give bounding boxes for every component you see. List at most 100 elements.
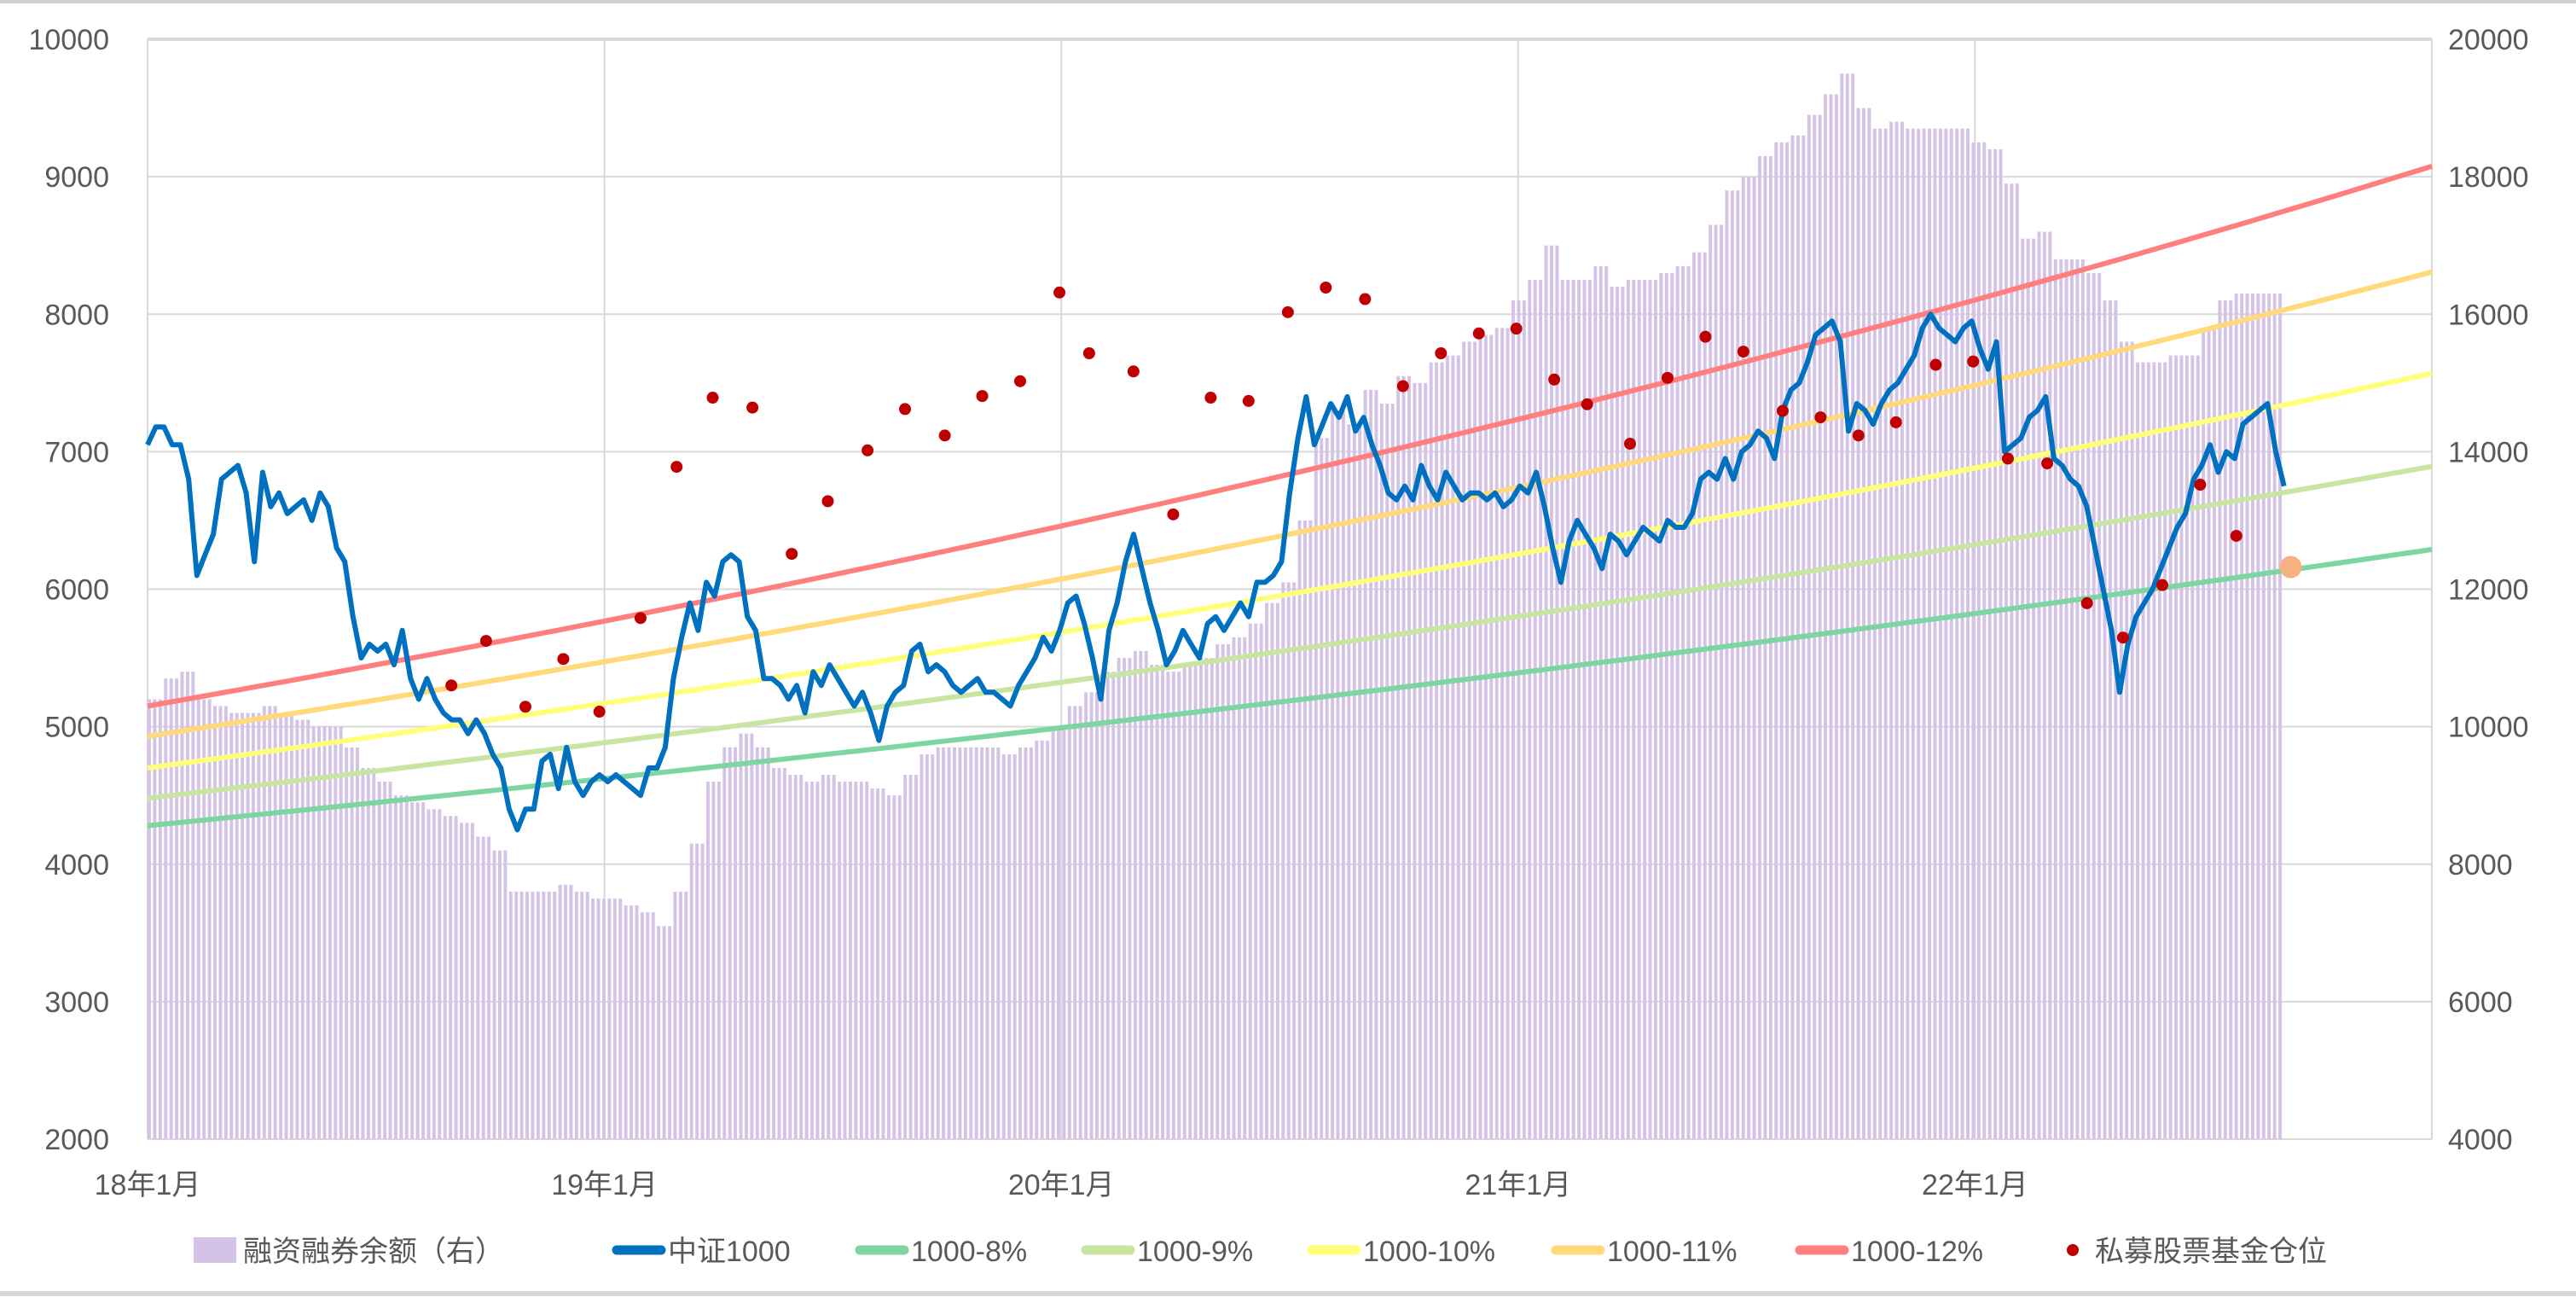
margin-balance-bar	[1248, 623, 1252, 1139]
margin-balance-bar	[443, 816, 447, 1139]
margin-balance-bar	[662, 926, 666, 1139]
y-left-tick-label: 8000	[44, 299, 109, 331]
margin-balance-bar	[2026, 238, 2030, 1140]
y-left-tick-label: 3000	[44, 986, 109, 1019]
fund-position-point	[1082, 347, 1095, 360]
margin-balance-bar	[612, 899, 617, 1139]
margin-balance-bar	[607, 899, 612, 1139]
margin-balance-bar	[229, 712, 234, 1139]
margin-balance-bar	[942, 747, 946, 1139]
margin-balance-bar	[1845, 73, 1849, 1139]
margin-balance-bar	[1703, 252, 1707, 1139]
legend-item: 1000-10%	[1307, 1236, 1495, 1268]
margin-balance-bar	[2114, 300, 2118, 1139]
legend-item: 私募股票基金仓位	[2067, 1236, 2327, 1268]
margin-balance-bar	[2010, 183, 2014, 1139]
margin-balance-bar	[925, 753, 929, 1139]
margin-balance-bar	[1993, 148, 1998, 1139]
margin-balance-bar	[519, 891, 524, 1139]
margin-balance-bar	[1528, 279, 1532, 1139]
margin-balance-bar	[1517, 300, 1521, 1139]
margin-balance-bar	[1007, 753, 1012, 1139]
margin-balance-bar	[1177, 672, 1181, 1139]
margin-balance-bar	[744, 733, 748, 1139]
margin-balance-bar	[1012, 753, 1017, 1139]
trend-line-1000-9pct	[147, 463, 2433, 801]
margin-balance-bar	[1057, 726, 1060, 1139]
margin-balance-bar	[300, 719, 305, 1139]
margin-balance-bar	[2075, 259, 2080, 1139]
legend: 融资融券余额（右） 中证1000 1000-8% 1000-9% 1000-10% 100…	[194, 1236, 2327, 1268]
margin-balance-bar	[1451, 355, 1455, 1139]
margin-balance-bar	[1001, 753, 1006, 1139]
x-tick-label: 20年1月	[1008, 1169, 1115, 1201]
margin-balance-bar	[1555, 245, 1559, 1139]
margin-balance-bar	[1363, 389, 1367, 1139]
margin-balance-bar	[1396, 375, 1401, 1140]
margin-balance-bar	[1686, 265, 1691, 1139]
margin-balance-bar	[1758, 155, 1761, 1139]
margin-balance-bar	[2179, 355, 2184, 1139]
y-left-tick-label: 7000	[44, 436, 109, 468]
margin-balance-bar	[169, 678, 173, 1139]
fund-position-point	[1737, 346, 1749, 358]
margin-balance-bar	[306, 719, 310, 1139]
fund-position-point	[1204, 392, 1217, 404]
margin-balance-bar	[1401, 375, 1406, 1140]
fund-position-point	[1053, 286, 1066, 299]
x-tick-label: 22年1月	[1922, 1169, 2028, 1201]
margin-balance-bar	[1648, 279, 1652, 1139]
fund-position-point	[670, 461, 683, 474]
margin-balance-bar	[2213, 328, 2216, 1139]
margin-balance-bar	[2234, 294, 2238, 1139]
margin-balance-bar	[153, 699, 157, 1139]
margin-balance-bar	[1598, 265, 1603, 1139]
margin-balance-bar	[1582, 279, 1587, 1139]
fund-position-point	[1776, 404, 1789, 417]
margin-balance-bar	[1275, 602, 1279, 1139]
margin-balance-bar	[1539, 279, 1543, 1139]
margin-balance-bar	[585, 891, 589, 1139]
margin-balance-bar	[1889, 121, 1894, 1139]
margin-balance-bar	[990, 747, 995, 1139]
margin-balance-bar	[1286, 582, 1291, 1139]
margin-balance-bar	[1506, 328, 1510, 1139]
margin-balance-bar	[854, 782, 858, 1139]
margin-balance-bar	[2278, 294, 2283, 1139]
margin-balance-bar	[1691, 252, 1696, 1139]
margin-balance-bar	[1938, 128, 1942, 1140]
margin-balance-bar	[1221, 643, 1225, 1139]
margin-balance-bar	[1292, 582, 1297, 1139]
margin-balance-bar	[2053, 259, 2057, 1139]
margin-balance-bar	[2005, 183, 2008, 1139]
margin-balance-bar	[1829, 94, 1833, 1140]
margin-balance-bar	[793, 775, 798, 1139]
margin-balance-bar	[2092, 272, 2096, 1140]
margin-balance-bar	[2141, 362, 2145, 1139]
margin-balance-bar	[2136, 362, 2140, 1139]
margin-balance-bar	[1544, 245, 1548, 1139]
margin-balance-bar	[1473, 341, 1477, 1140]
margin-balance-bar	[848, 782, 852, 1139]
y-left-tick-label: 6000	[44, 574, 109, 607]
trend-lines	[147, 164, 2433, 829]
fund-position-point	[1814, 411, 1827, 424]
fund-position-point	[1396, 380, 1409, 393]
margin-balance-bar	[356, 747, 359, 1139]
margin-balance-bar	[246, 712, 250, 1139]
fund-position-point	[2230, 529, 2242, 542]
margin-balance-bar	[454, 816, 458, 1139]
margin-balance-bar	[2070, 259, 2074, 1139]
margin-balance-bar	[180, 672, 184, 1139]
margin-balance-bar	[920, 753, 924, 1139]
margin-balance-bar	[252, 712, 255, 1139]
margin-balance-bar	[1824, 94, 1828, 1140]
margin-balance-bar	[1500, 328, 1505, 1139]
margin-balance-bar	[1062, 726, 1066, 1139]
margin-balance-bar	[514, 891, 519, 1139]
margin-balance-bar	[2059, 259, 2063, 1139]
margin-balance-bar	[1018, 747, 1022, 1139]
margin-balance-bar	[1385, 403, 1390, 1139]
margin-balance-bar	[235, 712, 239, 1139]
